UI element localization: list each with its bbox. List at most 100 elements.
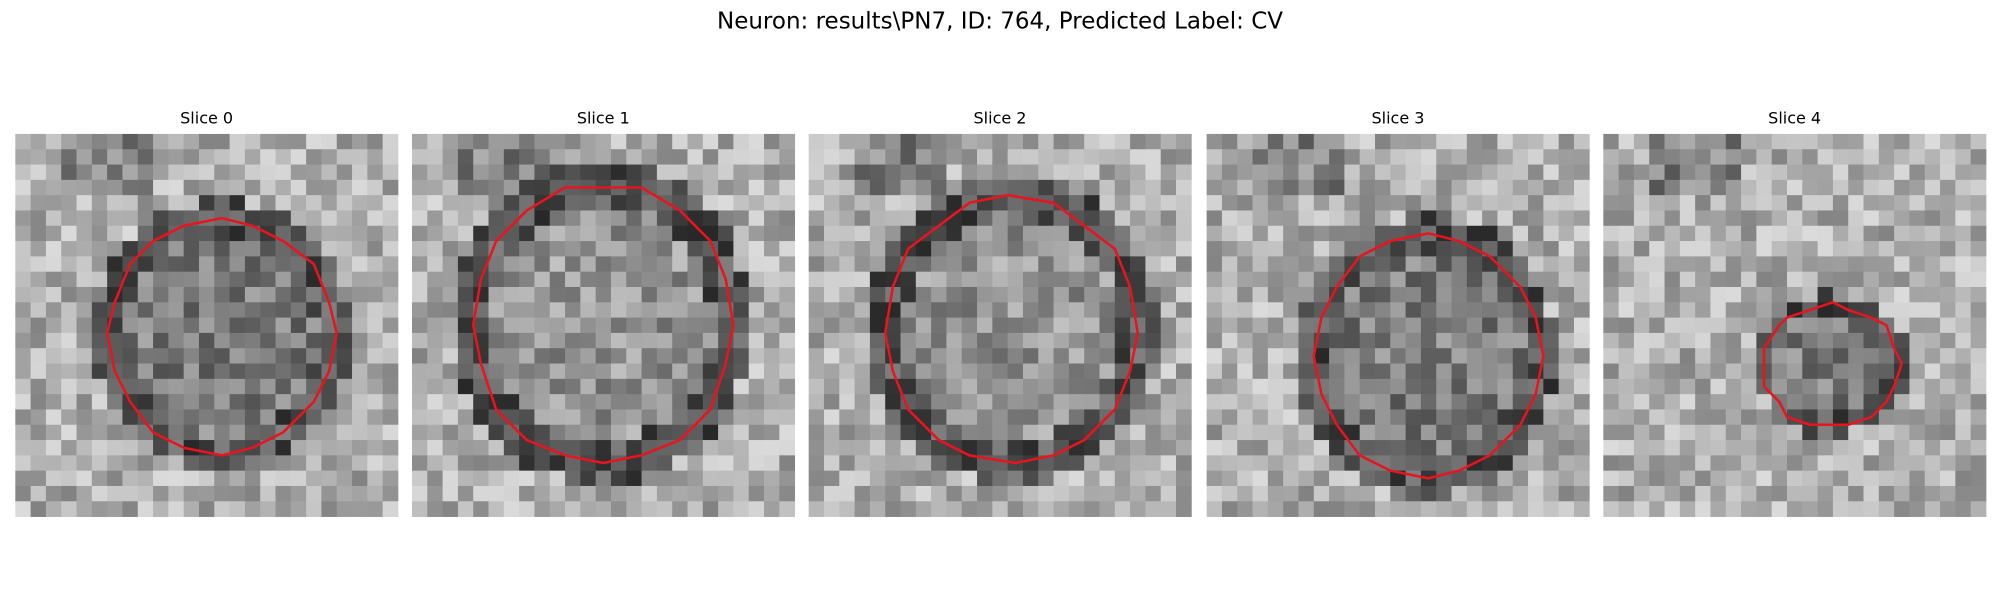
pixel [1283, 378, 1299, 395]
pixel [718, 501, 734, 517]
pixel [977, 164, 993, 181]
pixel [1894, 470, 1910, 487]
pixel [1863, 302, 1880, 318]
pixel [519, 332, 535, 349]
pixel [214, 179, 230, 196]
pixel [656, 394, 673, 410]
pixel [1909, 470, 1926, 487]
pixel [823, 302, 840, 318]
pixel [1924, 302, 1941, 318]
pixel [595, 286, 612, 303]
pixel [411, 210, 428, 227]
pixel [687, 210, 704, 227]
pixel [321, 485, 338, 502]
pixel [153, 164, 169, 181]
pixel [1543, 470, 1560, 487]
pixel [229, 424, 246, 441]
pixel [1894, 286, 1910, 303]
pixel [411, 164, 428, 181]
pixel [1451, 302, 1468, 318]
pixel [1329, 210, 1345, 227]
pixel [1512, 195, 1529, 211]
pixel [1955, 363, 1972, 380]
pixel [442, 164, 459, 181]
pixel [534, 149, 551, 165]
pixel [1710, 133, 1727, 150]
pixel [1237, 195, 1253, 211]
pixel [1206, 302, 1223, 318]
pixel [1038, 302, 1054, 318]
pixel [1771, 195, 1788, 211]
pixel [1543, 225, 1560, 242]
pixel [1313, 501, 1330, 517]
pixel [1375, 501, 1391, 517]
pixel [733, 225, 750, 242]
pixel [1633, 164, 1650, 181]
pixel [764, 241, 780, 257]
pixel [244, 501, 261, 517]
pixel [1160, 225, 1177, 242]
pixel [1344, 317, 1361, 334]
pixel [244, 286, 261, 303]
pixel [1206, 424, 1223, 441]
pixel [687, 286, 704, 303]
pixel [442, 210, 459, 227]
pixel [1848, 225, 1864, 242]
pixel [1970, 378, 1987, 395]
pixel [488, 179, 505, 196]
pixel [15, 225, 31, 242]
pixel [1482, 149, 1498, 165]
pixel [1375, 470, 1391, 487]
pixel [900, 440, 917, 456]
pixel [1466, 133, 1483, 150]
pixel [1970, 241, 1987, 257]
pixel [1206, 179, 1223, 196]
pixel [854, 133, 871, 150]
pixel [626, 164, 642, 181]
pixel [1267, 271, 1284, 288]
pixel [1466, 149, 1483, 165]
pixel [702, 378, 719, 395]
pixel [382, 470, 399, 487]
pixel [1573, 455, 1590, 472]
pixel [1405, 179, 1422, 196]
pixel [595, 409, 612, 426]
pixel [854, 195, 871, 211]
pixel [473, 455, 489, 472]
pixel [1741, 470, 1757, 487]
pixel [1283, 271, 1299, 288]
pixel [1221, 332, 1238, 349]
pixel [1176, 455, 1192, 472]
pixel [839, 363, 855, 380]
pixel [1497, 195, 1514, 211]
pixel [823, 348, 840, 364]
pixel [854, 256, 871, 273]
pixel [1863, 348, 1880, 364]
pixel [1618, 149, 1635, 165]
pixel [1894, 164, 1910, 181]
pixel [1970, 348, 1987, 364]
pixel [352, 378, 368, 395]
pixel [367, 286, 384, 303]
pixel [946, 164, 963, 181]
pixel [1252, 286, 1269, 303]
pixel [534, 271, 551, 288]
pixel [687, 470, 704, 487]
pixel [534, 256, 551, 273]
pixel [1955, 195, 1972, 211]
pixel [534, 164, 551, 181]
pixel [931, 210, 947, 227]
pixel [1482, 225, 1498, 242]
pixel [91, 378, 108, 395]
pixel [1817, 179, 1834, 196]
pixel [1909, 317, 1926, 334]
pixel [1375, 394, 1391, 410]
pixel [168, 149, 185, 165]
pixel [1359, 241, 1376, 257]
pixel [306, 501, 322, 517]
pixel [1344, 501, 1361, 517]
pixel [1497, 164, 1514, 181]
pixel [1618, 241, 1635, 257]
pixel [1756, 225, 1773, 242]
pixel [198, 332, 215, 349]
